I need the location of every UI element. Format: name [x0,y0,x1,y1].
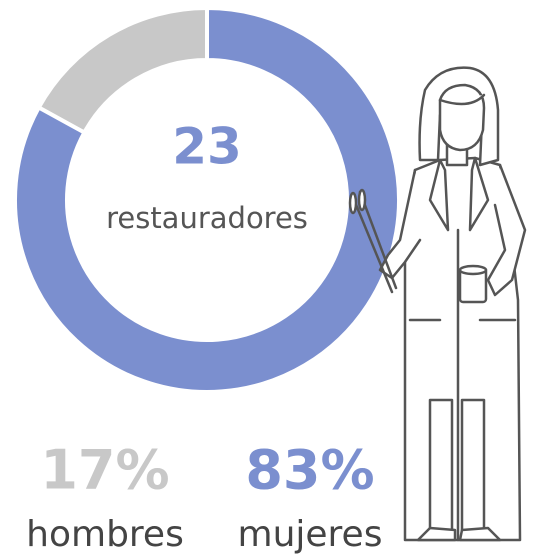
percent-label: 17% [40,439,169,502]
category-label: hombres [26,514,184,555]
total-value: 23 [172,118,242,176]
category-label: mujeres [238,514,383,555]
donut-segment [13,5,401,394]
donut-segment [36,5,209,136]
labels: 17% hombres 83% mujeres [26,439,382,555]
percent-label: 83% [245,439,374,502]
total-label: restauradores [106,201,308,235]
restorer-illustration [348,66,527,542]
donut-chart: 23 restauradores [13,5,401,394]
